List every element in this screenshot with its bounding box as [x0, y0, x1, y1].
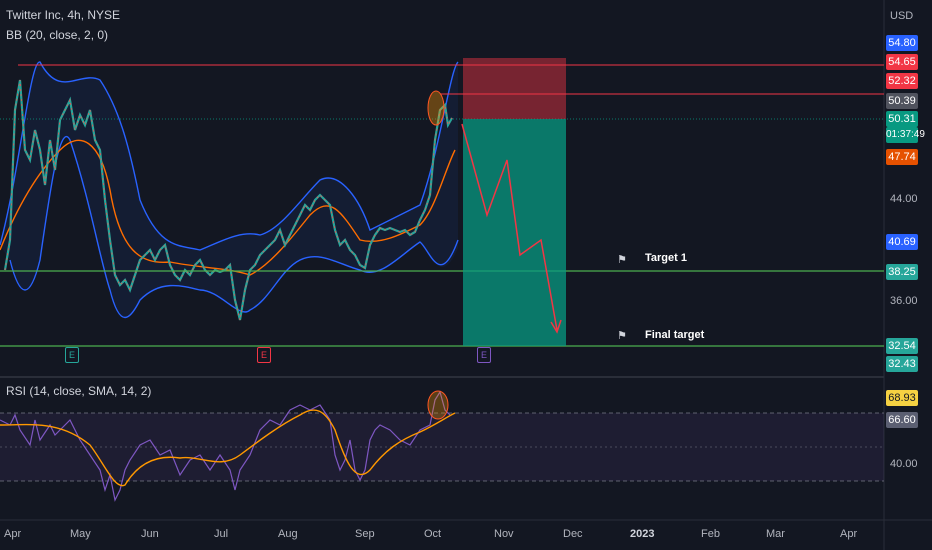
time-label: Oct — [424, 528, 442, 540]
badge-target1: 38.25 — [886, 264, 918, 280]
time-label: Mar — [766, 528, 785, 540]
bb-legend[interactable]: BB (20, close, 2, 0) — [6, 28, 109, 42]
rsi-ma-line — [0, 409, 456, 487]
top-highlight-ellipse — [427, 90, 445, 126]
badge-32-43: 32.43 — [886, 356, 918, 372]
target1-flag-icon: ⚑ — [617, 254, 627, 266]
badge-countdown: 01:37:49 — [886, 127, 925, 143]
price-candles-down — [4, 79, 453, 321]
badge-bb-lower: 40.69 — [886, 234, 918, 250]
time-label: Dec — [563, 528, 583, 540]
price-tick-36: 36.00 — [890, 295, 918, 307]
projection-arrowhead — [550, 319, 562, 334]
target1-label[interactable]: Target 1 — [645, 252, 687, 264]
badge-bb-basis: 47.74 — [886, 149, 918, 165]
rsi-line — [0, 390, 451, 502]
time-label: 2023 — [630, 528, 655, 540]
currency-label: USD — [890, 10, 914, 22]
time-label: Feb — [701, 528, 720, 540]
price-tick-44: 44.00 — [890, 193, 918, 205]
badge-resistance: 54.65 — [886, 54, 918, 70]
symbol-legend[interactable]: Twitter Inc, 4h, NYSE — [6, 8, 121, 22]
badge-bb-upper: 54.80 — [886, 35, 918, 51]
earnings-marker[interactable]: E — [257, 347, 271, 363]
badge-rsi-ma: 68.93 — [886, 390, 918, 406]
final-target-label[interactable]: Final target — [645, 329, 705, 341]
earnings-marker[interactable]: E — [477, 347, 491, 363]
time-label: May — [70, 528, 91, 540]
projection-path — [461, 123, 558, 331]
earnings-marker[interactable]: E — [65, 347, 79, 363]
time-label: Jun — [141, 528, 159, 540]
time-label: Sep — [355, 528, 375, 540]
time-label: Aug — [278, 528, 298, 540]
badge-50-39: 50.39 — [886, 93, 918, 109]
rsi-legend[interactable]: RSI (14, close, SMA, 14, 2) — [6, 384, 152, 398]
profit-zone — [463, 119, 566, 346]
bb-basis-line — [0, 139, 456, 276]
rsi-highlight-ellipse — [427, 390, 449, 420]
badge-upper-level: 52.32 — [886, 73, 918, 89]
badge-final-target: 32.54 — [886, 338, 918, 354]
badge-rsi: 66.60 — [886, 412, 918, 428]
time-label: Nov — [494, 528, 514, 540]
stop-zone — [463, 58, 566, 119]
bb-upper-band — [0, 61, 459, 251]
final-target-flag-icon: ⚑ — [617, 330, 627, 342]
rsi-tick-40: 40.00 — [890, 458, 918, 470]
time-label: Apr — [840, 528, 858, 540]
bb-band-fill — [0, 61, 458, 318]
badge-current-price: 50.31 — [886, 111, 918, 127]
time-label: Jul — [214, 528, 229, 540]
time-label: Apr — [4, 528, 22, 540]
